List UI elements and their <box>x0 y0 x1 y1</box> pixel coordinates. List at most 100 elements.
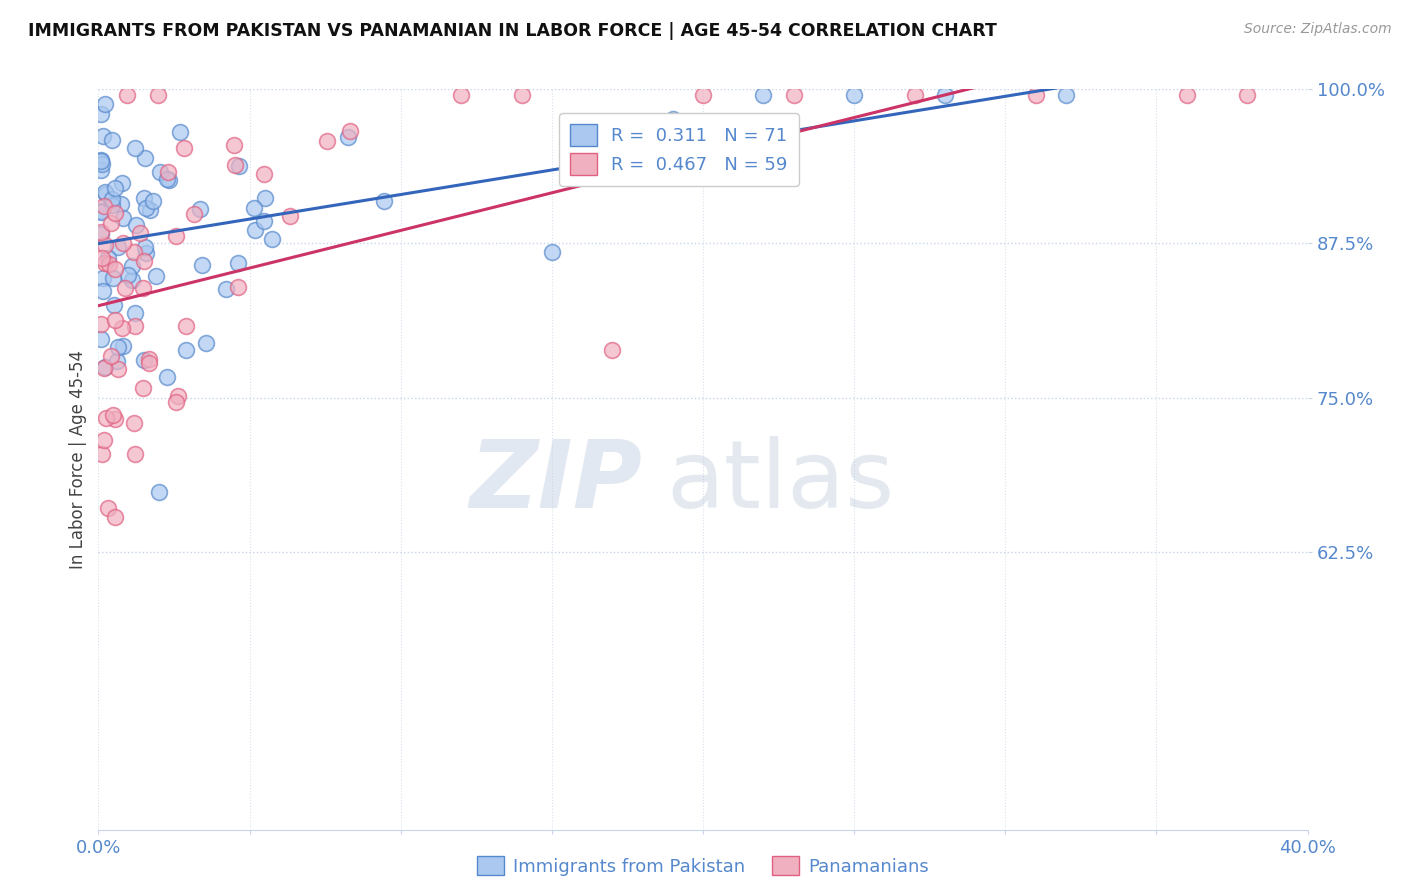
Point <box>156 172 179 186</box>
Point <box>510 88 533 103</box>
Point <box>94 360 117 375</box>
Point <box>1024 88 1046 103</box>
Point <box>111 176 134 190</box>
Point <box>93 361 115 376</box>
Point <box>103 298 125 312</box>
Point <box>91 128 114 143</box>
Point <box>101 133 124 147</box>
Point <box>90 107 112 121</box>
Point <box>117 268 139 283</box>
Point <box>190 258 212 272</box>
Point <box>110 197 132 211</box>
Point <box>138 352 160 367</box>
Point <box>91 284 114 298</box>
Point <box>139 202 162 217</box>
Point <box>111 321 134 335</box>
Point <box>91 271 114 285</box>
Legend: Immigrants from Pakistan, Panamanians: Immigrants from Pakistan, Panamanians <box>470 849 936 883</box>
Point <box>157 164 180 178</box>
Point <box>117 88 139 103</box>
Point <box>134 151 156 165</box>
Point <box>93 433 115 447</box>
Point <box>124 141 146 155</box>
Point <box>97 251 120 265</box>
Point <box>107 340 129 354</box>
Point <box>125 218 148 232</box>
Point <box>146 88 169 103</box>
Legend: R =  0.311   N = 71, R =  0.467   N = 59: R = 0.311 N = 71, R = 0.467 N = 59 <box>560 113 799 186</box>
Point <box>100 349 122 363</box>
Point <box>253 191 276 205</box>
Point <box>132 353 155 368</box>
Point <box>134 240 156 254</box>
Point <box>90 204 112 219</box>
Point <box>104 412 127 426</box>
Point <box>183 206 205 220</box>
Point <box>157 173 180 187</box>
Point <box>226 280 249 294</box>
Point <box>90 317 112 331</box>
Point <box>90 157 112 171</box>
Y-axis label: In Labor Force | Age 45-54: In Labor Force | Age 45-54 <box>69 350 87 569</box>
Point <box>243 202 266 216</box>
Point <box>450 88 472 103</box>
Point <box>224 138 246 153</box>
Point <box>135 202 157 216</box>
Point <box>148 485 170 500</box>
Point <box>94 187 117 202</box>
Point <box>215 282 238 296</box>
Point <box>104 205 127 219</box>
Point <box>228 159 250 173</box>
Point <box>90 204 112 219</box>
Text: IMMIGRANTS FROM PAKISTAN VS PANAMANIAN IN LABOR FORCE | AGE 45-54 CORRELATION CH: IMMIGRANTS FROM PAKISTAN VS PANAMANIAN I… <box>28 22 997 40</box>
Point <box>101 193 124 207</box>
Point <box>111 339 134 353</box>
Point <box>138 356 160 370</box>
Point <box>124 447 146 461</box>
Point <box>103 408 125 422</box>
Point <box>93 185 115 199</box>
Point <box>149 165 172 179</box>
Point <box>1175 88 1198 103</box>
Point <box>124 319 146 334</box>
Point <box>934 88 956 103</box>
Point <box>169 125 191 139</box>
Point <box>90 227 112 241</box>
Point <box>252 167 274 181</box>
Point <box>121 273 143 287</box>
Point <box>904 88 927 103</box>
Point <box>165 229 187 244</box>
Point <box>90 154 112 169</box>
Point <box>226 256 249 270</box>
Text: Source: ZipAtlas.com: Source: ZipAtlas.com <box>1244 22 1392 37</box>
Point <box>252 214 274 228</box>
Point <box>101 198 124 212</box>
Point <box>94 238 117 252</box>
Point <box>124 306 146 320</box>
Point <box>540 244 562 259</box>
Point <box>112 235 135 250</box>
Point <box>94 97 117 112</box>
Point <box>91 251 114 265</box>
Point <box>91 447 114 461</box>
Point <box>174 318 197 333</box>
Point <box>165 395 187 409</box>
Point <box>100 216 122 230</box>
Point <box>167 389 190 403</box>
Point <box>121 259 143 273</box>
Text: ZIP: ZIP <box>470 435 643 527</box>
Point <box>174 343 197 357</box>
Point <box>661 112 683 127</box>
Point <box>132 253 155 268</box>
Point <box>94 256 117 270</box>
Point <box>278 209 301 223</box>
Point <box>132 381 155 395</box>
Point <box>844 88 866 103</box>
Point <box>98 257 121 271</box>
Point <box>107 361 129 376</box>
Point <box>93 199 115 213</box>
Point <box>692 88 714 103</box>
Point <box>243 223 266 237</box>
Point <box>134 191 156 205</box>
Point <box>339 124 361 138</box>
